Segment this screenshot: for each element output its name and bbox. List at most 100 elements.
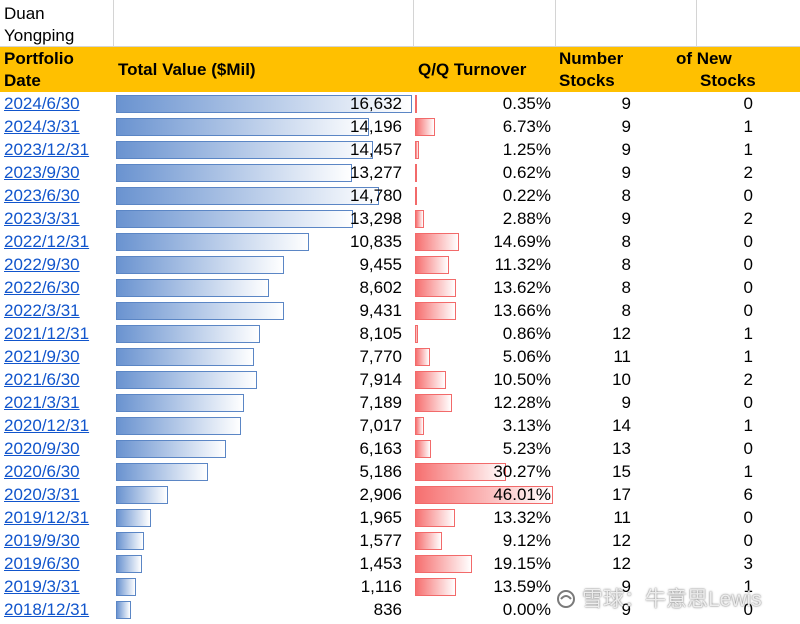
qq-turnover: 5.06% xyxy=(502,347,551,366)
new-stocks: 0 xyxy=(743,508,753,527)
qq-turnover: 1.25% xyxy=(502,140,551,159)
number-of-stocks: 12 xyxy=(612,554,631,573)
portfolio-date-link[interactable]: 2019/9/30 xyxy=(4,531,80,550)
qq-turnover: 30.27% xyxy=(493,462,551,481)
total-value: 7,189 xyxy=(359,393,402,412)
qq-turnover: 2.88% xyxy=(502,209,551,228)
table-row: 2021/6/30 7,914 10.50% 10 2 xyxy=(0,369,800,392)
qq-turnover: 9.12% xyxy=(502,531,551,550)
portfolio-date-link[interactable]: 2023/12/31 xyxy=(4,140,90,159)
portfolio-date-link[interactable]: 2020/12/31 xyxy=(4,416,90,435)
number-of-stocks: 8 xyxy=(621,278,631,297)
turnover-bar xyxy=(415,256,449,274)
table-row: 2023/6/30 14,780 0.22% 8 0 xyxy=(0,185,800,208)
qq-turnover: 0.86% xyxy=(502,324,551,343)
portfolio-date-link[interactable]: 2020/3/31 xyxy=(4,485,80,504)
grid-line xyxy=(0,46,800,47)
total-value: 7,914 xyxy=(359,370,402,389)
turnover-bar xyxy=(415,555,472,573)
turnover-bar xyxy=(415,279,456,297)
qq-turnover: 11.32% xyxy=(494,255,551,274)
total-value-bar xyxy=(116,256,284,274)
qq-turnover: 0.62% xyxy=(502,163,551,182)
header-of-new: of New xyxy=(676,49,732,68)
portfolio-date-link[interactable]: 2019/12/31 xyxy=(4,508,90,527)
total-value-bar xyxy=(116,141,373,159)
table-row: 2021/9/30 7,770 5.06% 11 1 xyxy=(0,346,800,369)
table-row: 2020/6/30 5,186 30.27% 15 1 xyxy=(0,461,800,484)
total-value-bar xyxy=(116,601,131,619)
portfolio-date-link[interactable]: 2023/6/30 xyxy=(4,186,80,205)
turnover-bar xyxy=(415,325,418,343)
portfolio-date-link[interactable]: 2022/12/31 xyxy=(4,232,90,251)
total-value-bar xyxy=(116,210,353,228)
watermark-text: 雪球：牛意思Lewis xyxy=(582,588,762,611)
qq-turnover: 46.01% xyxy=(493,485,551,504)
header-total-value: Total Value ($Mil) xyxy=(118,60,256,79)
new-stocks: 6 xyxy=(743,485,753,504)
turnover-bar xyxy=(415,348,430,366)
total-value: 13,277 xyxy=(350,163,402,182)
qq-turnover: 13.59% xyxy=(493,577,551,596)
table-row: 2022/3/31 9,431 13.66% 8 0 xyxy=(0,300,800,323)
turnover-bar xyxy=(415,95,417,113)
table-row: 2019/9/30 1,577 9.12% 12 0 xyxy=(0,530,800,553)
total-value-bar xyxy=(116,348,254,366)
portfolio-date-link[interactable]: 2021/12/31 xyxy=(4,324,90,343)
new-stocks: 0 xyxy=(743,301,753,320)
number-of-stocks: 9 xyxy=(621,94,631,113)
qq-turnover: 19.15% xyxy=(493,554,551,573)
portfolio-date-link[interactable]: 2018/12/31 xyxy=(4,600,90,619)
new-stocks: 0 xyxy=(743,393,753,412)
turnover-bar xyxy=(415,394,452,412)
table-row: 2019/6/30 1,453 19.15% 12 3 xyxy=(0,553,800,576)
number-of-stocks: 9 xyxy=(621,117,631,136)
total-value: 7,770 xyxy=(359,347,402,366)
portfolio-date-link[interactable]: 2022/3/31 xyxy=(4,301,80,320)
total-value: 7,017 xyxy=(359,416,402,435)
qq-turnover: 14.69% xyxy=(493,232,551,251)
total-value-bar xyxy=(116,509,151,527)
new-stocks: 1 xyxy=(743,324,753,343)
table-row: 2019/12/31 1,965 13.32% 11 0 xyxy=(0,507,800,530)
total-value: 6,163 xyxy=(359,439,402,458)
new-stocks: 2 xyxy=(743,209,753,228)
portfolio-date-link[interactable]: 2020/6/30 xyxy=(4,462,80,481)
number-of-stocks: 11 xyxy=(613,347,631,366)
new-stocks: 0 xyxy=(743,255,753,274)
number-of-stocks: 12 xyxy=(612,531,631,550)
table-row: 2021/12/31 8,105 0.86% 12 1 xyxy=(0,323,800,346)
portfolio-date-link[interactable]: 2022/6/30 xyxy=(4,278,80,297)
new-stocks: 1 xyxy=(743,416,753,435)
portfolio-date-link[interactable]: 2023/9/30 xyxy=(4,163,80,182)
number-of-stocks: 9 xyxy=(621,209,631,228)
portfolio-date-link[interactable]: 2024/3/31 xyxy=(4,117,80,136)
portfolio-date-link[interactable]: 2020/9/30 xyxy=(4,439,80,458)
snowball-icon xyxy=(557,590,575,608)
new-stocks: 2 xyxy=(743,370,753,389)
portfolio-date-link[interactable]: 2021/9/30 xyxy=(4,347,80,366)
qq-turnover: 6.73% xyxy=(502,117,551,136)
portfolio-date-link[interactable]: 2019/6/30 xyxy=(4,554,80,573)
turnover-bar xyxy=(415,187,417,205)
header-number: Number xyxy=(559,49,624,68)
qq-turnover: 5.23% xyxy=(502,439,551,458)
new-stocks: 1 xyxy=(743,117,753,136)
total-value: 1,965 xyxy=(359,508,402,527)
grid-line xyxy=(413,0,414,47)
total-value-bar xyxy=(116,233,309,251)
portfolio-date-link[interactable]: 2021/6/30 xyxy=(4,370,80,389)
number-of-stocks: 15 xyxy=(612,462,631,481)
portfolio-date-link[interactable]: 2019/3/31 xyxy=(4,577,80,596)
new-stocks: 1 xyxy=(743,577,753,596)
portfolio-date-link[interactable]: 2023/3/31 xyxy=(4,209,80,228)
portfolio-date-link[interactable]: 2022/9/30 xyxy=(4,255,80,274)
total-value: 14,780 xyxy=(350,186,402,205)
portfolio-date-link[interactable]: 2021/3/31 xyxy=(4,393,80,412)
total-value-bar xyxy=(116,371,257,389)
total-value: 9,455 xyxy=(359,255,402,274)
number-of-stocks: 10 xyxy=(612,370,631,389)
table-row: 2023/3/31 13,298 2.88% 9 2 xyxy=(0,208,800,231)
table-row: 2023/12/31 14,457 1.25% 9 1 xyxy=(0,139,800,162)
portfolio-date-link[interactable]: 2024/6/30 xyxy=(4,94,80,113)
